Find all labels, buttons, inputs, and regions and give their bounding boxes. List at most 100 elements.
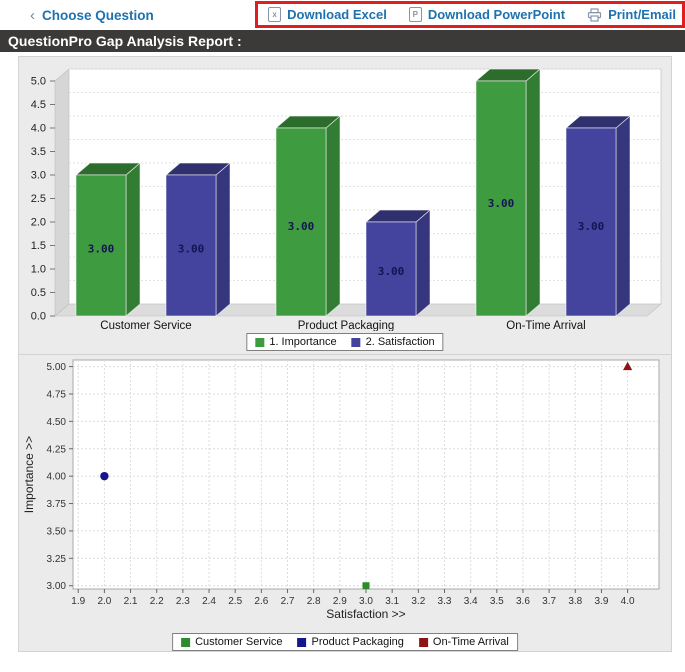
y-tick-label: 5.0 [31,76,46,88]
bar-value-label: 3.00 [88,242,115,255]
x-tick-label: 3.6 [516,596,530,607]
x-tick-label: 3.5 [490,596,504,607]
category-label: Product Packaging [298,320,395,331]
y-tick-label: 4.0 [31,123,46,135]
bar-side-face [525,68,541,317]
x-tick-label: 2.1 [124,596,138,607]
bar [475,80,527,317]
legend-label: Customer Service [195,636,283,648]
scatter-chart-panel: 1.9 2.0 2.1 2.2 2.3 2.4 2.5 2.6 2.7 2.8 2.9 3.0 3.1 3… [18,354,672,652]
plot-area [72,359,660,590]
bar-value-label: 3.00 [578,220,605,233]
legend-item: 2. Satisfaction [351,336,435,348]
excel-file-icon: x [268,7,282,22]
scatter-chart-legend: Customer Service Product Packaging On-Time… [172,633,518,651]
download-excel-link[interactable]: x Download Excel [268,7,387,22]
y-tick-label: 3.5 [31,146,46,158]
print-email-link[interactable]: Print/Email [587,7,676,22]
bar-chart-legend: 1. Importance 2. Satisfaction [246,333,444,351]
x-tick-label: 3.9 [594,596,608,607]
bar [565,127,617,317]
x-tick-label: 2.3 [176,596,190,607]
x-tick-label: 3.0 [359,596,373,607]
bar [275,127,327,317]
y-tick-label: 0.0 [31,311,46,323]
legend-swatch [351,337,361,347]
scatter-chart: 1.9 2.0 2.1 2.2 2.3 2.4 2.5 2.6 2.7 2.8 2.9 3.0 3.1 3… [22,359,660,621]
category-label: Customer Service [100,320,191,331]
x-axis-label: Satisfaction >> [326,607,405,621]
x-tick-label: 2.5 [228,596,242,607]
y-tick-label: 3.00 [47,581,67,592]
export-actions-highlight-box: x Download Excel P Download PowerPoint P… [255,1,685,28]
header: ‹ Choose Question x Download Excel P Dow… [0,0,685,30]
x-tick-label: 2.6 [254,596,268,607]
powerpoint-file-icon: P [408,7,422,22]
scatter-point [623,361,633,371]
x-tick-label: 1.9 [71,596,85,607]
x-tick-label: 2.2 [150,596,164,607]
bar-chart: 0.0 0.5 1.0 1.5 2.0 2.5 3.0 3.5 4.0 4.5 5.0 3.00 3.0… [31,68,662,331]
bar [165,174,217,317]
plot-left-wall [54,68,70,317]
choose-question-link[interactable]: ‹ Choose Question [30,8,154,23]
x-tick-label: 2.8 [307,596,321,607]
y-tick-label: 3.50 [47,526,67,537]
y-tick-label: 5.00 [47,362,67,373]
bar [365,221,417,317]
x-tick-label: 3.3 [438,596,452,607]
y-tick-label: 1.0 [31,264,46,276]
legend-item: Product Packaging [297,636,404,648]
scatter-point [100,471,109,481]
y-tick-label: 2.0 [31,217,46,229]
x-tick-label: 2.9 [333,596,347,607]
y-tick-label: 4.5 [31,99,46,111]
report-title-bar: QuestionPro Gap Analysis Report : [0,30,685,52]
x-tick-label: 4.0 [621,596,635,607]
bar-side-face [215,162,231,317]
legend-item: 1. Importance [255,336,337,348]
bar-value-label: 3.00 [178,242,205,255]
print-email-label: Print/Email [608,7,676,22]
bar-side-face [615,115,631,317]
y-tick-label: 4.00 [47,472,67,483]
y-tick-label: 4.25 [47,444,67,455]
bar-side-face [125,162,141,317]
bar [75,174,127,317]
legend-item: On-Time Arrival [418,636,509,648]
scatter-point [362,582,370,590]
bar-value-label: 3.00 [488,197,515,210]
legend-label: 1. Importance [269,336,337,348]
y-tick-label: 3.0 [31,170,46,182]
y-tick-label: 1.5 [31,240,46,252]
printer-icon [587,7,602,22]
legend-label: On-Time Arrival [432,636,509,648]
download-powerpoint-link[interactable]: P Download PowerPoint [408,7,566,22]
y-tick-label: 4.50 [47,417,67,428]
y-tick-label: 2.5 [31,193,46,205]
bar-value-label: 3.00 [378,265,405,278]
y-tick-label: 3.75 [47,499,67,510]
choose-question-label: Choose Question [42,7,154,23]
x-tick-label: 2.0 [97,596,111,607]
report-title: QuestionPro Gap Analysis Report : [8,33,242,49]
legend-label: Product Packaging [311,636,404,648]
legend-swatch [418,637,428,647]
x-tick-label: 3.8 [568,596,582,607]
x-tick-label: 3.7 [542,596,556,607]
legend-swatch [297,637,307,647]
x-tick-label: 3.1 [385,596,399,607]
legend-item: Customer Service [181,636,283,648]
chevron-left-icon: ‹ [30,6,35,24]
legend-swatch [181,637,191,647]
x-tick-label: 2.7 [281,596,295,607]
y-axis-label: Importance >> [22,436,36,513]
bar-side-face [415,209,431,317]
y-tick-label: 4.75 [47,389,67,400]
bar-chart-panel: 0.0 0.5 1.0 1.5 2.0 2.5 3.0 3.5 4.0 4.5 5.0 3.00 3.0… [18,56,672,354]
x-tick-label: 2.4 [202,596,216,607]
x-tick-label: 3.2 [411,596,425,607]
legend-swatch [255,337,265,347]
x-tick-label: 3.4 [464,596,478,607]
download-powerpoint-label: Download PowerPoint [427,7,566,22]
